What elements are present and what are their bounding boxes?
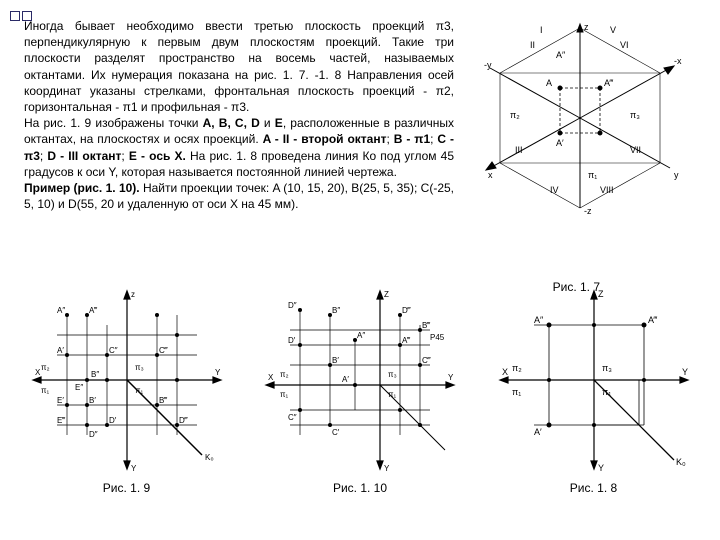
svg-text:P45: P45 — [430, 333, 445, 342]
svg-text:Y: Y — [131, 464, 137, 473]
svg-text:A‴: A‴ — [604, 78, 614, 88]
svg-text:K₀: K₀ — [205, 453, 214, 462]
svg-text:Y: Y — [598, 463, 604, 473]
svg-text:Y: Y — [215, 368, 221, 377]
svg-text:A″: A″ — [57, 306, 65, 315]
para2a: На рис. 1. 9 изображены точки — [24, 116, 203, 130]
para3a: Пример (рис. 1. 10). — [24, 181, 143, 195]
figure-1-7: z x -x y -y -z A A″ A‴ A′ π₂ π₃ π₁ II VI… — [460, 18, 700, 218]
svg-text:π₁: π₁ — [602, 387, 611, 397]
svg-text:B″: B″ — [332, 306, 340, 315]
svg-text:B‴: B‴ — [422, 321, 430, 330]
slide-bullets — [10, 10, 34, 24]
svg-text:z: z — [131, 290, 135, 299]
svg-text:A″: A″ — [556, 50, 566, 60]
svg-text:π₃: π₃ — [602, 363, 612, 373]
svg-text:C′: C′ — [332, 428, 340, 437]
svg-text:III: III — [515, 145, 523, 155]
svg-text:A′: A′ — [556, 138, 564, 148]
svg-text:π₃: π₃ — [388, 370, 397, 379]
figure-1-10: Z X Y Y D″ B″ D′ A″ B′ A′ C″ C′ D‴ B‴ A‴… — [258, 285, 463, 515]
figure-1-8: Z X Y Y A″ A‴ A′ π₂ π₁ π₃ π₁ K₀ Рис. 1. … — [491, 285, 696, 515]
svg-text:VIII: VIII — [600, 185, 614, 195]
svg-text:E‴: E‴ — [57, 416, 65, 425]
svg-text:π₁: π₁ — [41, 386, 50, 395]
svg-text:π₁: π₁ — [512, 387, 521, 397]
svg-text:D′: D′ — [109, 416, 117, 425]
svg-text:C‴: C‴ — [159, 346, 168, 355]
svg-text:A‴: A‴ — [648, 315, 658, 325]
svg-text:E′: E′ — [57, 396, 64, 405]
svg-text:π₂: π₂ — [510, 110, 520, 120]
caption-1-9: Рис. 1. 9 — [103, 481, 150, 495]
svg-text:A‴: A‴ — [89, 306, 97, 315]
para1: Иногда бывает необходимо ввести третью п… — [24, 19, 454, 114]
svg-text:π₁: π₁ — [280, 390, 289, 399]
svg-text:D′: D′ — [288, 336, 296, 345]
figure-1-9: z X Y Y A″ A‴ A′ B″ E′ E″ E‴ C″ C‴ B′ D′… — [24, 285, 229, 515]
svg-text:I: I — [540, 25, 543, 35]
svg-text:-x: -x — [674, 56, 682, 66]
svg-text:X: X — [502, 367, 508, 377]
svg-text:V: V — [610, 25, 616, 35]
svg-text:A′: A′ — [534, 427, 542, 437]
svg-text:π₂: π₂ — [512, 363, 522, 373]
svg-text:A′: A′ — [57, 346, 64, 355]
svg-text:D‴: D‴ — [179, 416, 188, 425]
svg-text:IV: IV — [550, 185, 559, 195]
svg-text:B′: B′ — [89, 396, 96, 405]
svg-text:A‴: A‴ — [402, 336, 410, 345]
svg-text:B‴: B‴ — [159, 396, 167, 405]
svg-text:II: II — [530, 40, 535, 50]
svg-text:Y: Y — [682, 367, 688, 377]
svg-text:π₁: π₁ — [588, 170, 597, 180]
svg-text:π₂: π₂ — [280, 370, 289, 379]
svg-text:D″: D″ — [288, 301, 297, 310]
svg-text:x: x — [488, 170, 493, 180]
svg-text:A: A — [546, 78, 552, 88]
svg-text:D‴: D‴ — [402, 306, 411, 315]
svg-text:C‴: C‴ — [422, 356, 431, 365]
caption-1-8: Рис. 1. 8 — [570, 481, 617, 495]
svg-text:K₀: K₀ — [676, 457, 686, 467]
svg-text:-z: -z — [584, 206, 592, 216]
svg-text:C″: C″ — [288, 413, 297, 422]
para2b: A, B, C, D — [203, 116, 260, 130]
svg-text:A″: A″ — [534, 315, 544, 325]
svg-text:A′: A′ — [342, 375, 349, 384]
svg-text:D″: D″ — [89, 430, 98, 439]
svg-text:Y: Y — [384, 464, 390, 473]
svg-text:-y: -y — [484, 60, 492, 70]
svg-text:VI: VI — [620, 40, 629, 50]
svg-text:A″: A″ — [357, 331, 365, 340]
svg-text:π₁: π₁ — [388, 390, 397, 399]
svg-text:B″: B″ — [91, 370, 99, 379]
caption-1-10: Рис. 1. 10 — [333, 481, 387, 495]
svg-text:Z: Z — [384, 290, 389, 299]
svg-text:Z: Z — [598, 289, 604, 299]
body-text: Иногда бывает необходимо ввести третью п… — [24, 18, 454, 212]
svg-text:X: X — [268, 373, 274, 382]
svg-text:π₃: π₃ — [630, 110, 640, 120]
svg-text:E″: E″ — [75, 383, 83, 392]
svg-text:Y: Y — [448, 373, 454, 382]
svg-text:π₁: π₁ — [135, 386, 144, 395]
svg-text:C″: C″ — [109, 346, 118, 355]
svg-text:y: y — [674, 170, 679, 180]
svg-text:π₃: π₃ — [135, 363, 144, 372]
svg-text:B′: B′ — [332, 356, 339, 365]
svg-text:π₂: π₂ — [41, 363, 50, 372]
svg-text:z: z — [584, 22, 589, 32]
svg-text:VII: VII — [630, 145, 641, 155]
